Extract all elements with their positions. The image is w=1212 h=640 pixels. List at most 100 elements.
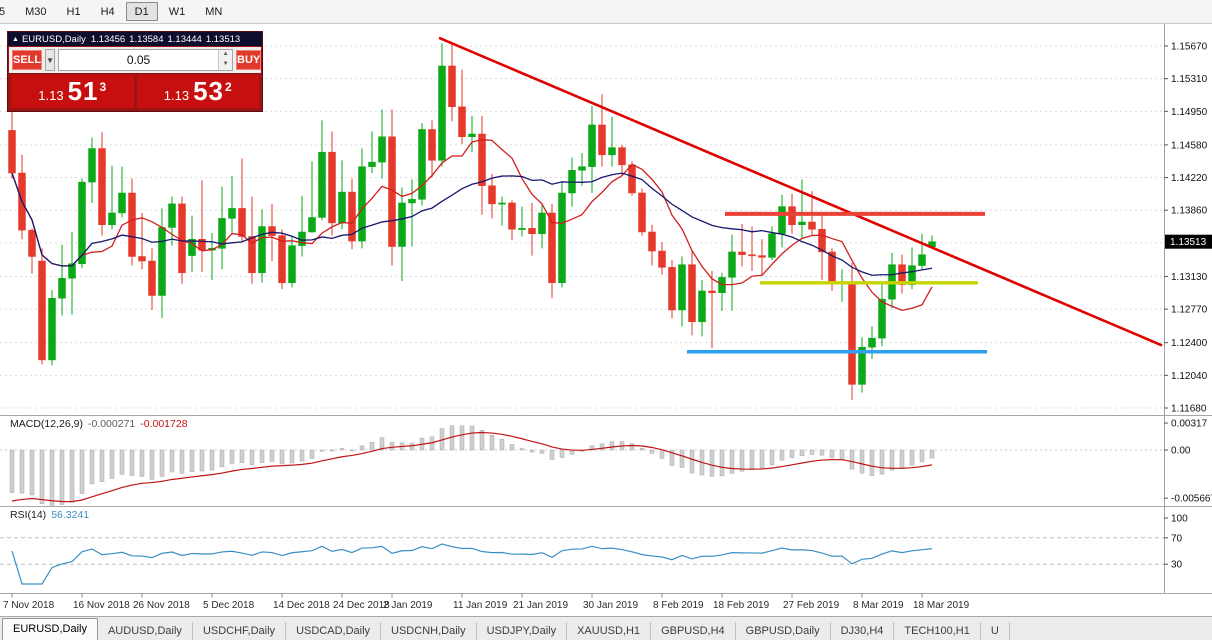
macd-histogram-bar (749, 449, 755, 470)
chart-tab-u[interactable]: U (981, 622, 1010, 640)
volume-stepper[interactable]: ▲ ▼ (218, 50, 233, 70)
rsi-line (11, 543, 933, 585)
bear-candle (758, 255, 766, 258)
volume-dropdown[interactable]: ▼ (45, 49, 56, 71)
date-axis-label[interactable]: 5 Dec 2018 (203, 600, 255, 611)
chart-tab-usdcnh-daily[interactable]: USDCNH,Daily (381, 622, 477, 640)
macd-histogram-bar (479, 430, 485, 451)
collapse-trade-panel-icon[interactable]: ▲ (12, 35, 19, 43)
date-axis-label[interactable]: 27 Feb 2019 (783, 600, 840, 611)
date-axis-label[interactable]: 26 Nov 2018 (133, 600, 190, 611)
macd-histogram-bar (259, 449, 265, 463)
timeframe-button-h1[interactable]: H1 (58, 2, 90, 21)
macd-histogram-bar (859, 449, 865, 474)
bear-candle (848, 281, 856, 385)
macd-histogram-bar (289, 449, 295, 464)
timeframe-button-mn[interactable]: MN (196, 2, 231, 21)
bear-candle (478, 133, 486, 186)
stepper-up-icon[interactable]: ▲ (219, 50, 233, 60)
date-axis-label[interactable]: 24 Dec 2018 (333, 600, 390, 611)
macd-histogram-bar (759, 449, 765, 469)
chart-tab-usdchf-daily[interactable]: USDCHF,Daily (193, 622, 287, 640)
bear-candle (428, 129, 436, 161)
buy-button[interactable]: BUY (236, 50, 262, 70)
macd-histogram-bar (379, 437, 385, 451)
sell-price-display[interactable]: 1.13 51 3 (11, 75, 134, 108)
bull-candle (338, 191, 346, 224)
date-axis-label[interactable]: 11 Jan 2019 (453, 600, 508, 611)
one-click-trading-panel: ▲ EURUSD,Daily 1.13456 1.13584 1.13444 1… (8, 32, 262, 111)
bear-candle (668, 267, 676, 311)
macd-histogram-bar (529, 449, 535, 453)
date-axis-label[interactable]: 8 Feb 2019 (653, 600, 704, 611)
bull-candle (798, 221, 806, 225)
descending-trendline[interactable] (438, 36, 1163, 347)
macd-histogram-bar (489, 434, 495, 451)
date-axis-label[interactable]: 7 Nov 2018 (3, 600, 55, 611)
price-axis-label: 1.15310 (1171, 74, 1208, 85)
bull-candle (698, 290, 706, 323)
chart-tab-audusd-daily[interactable]: AUDUSD,Daily (98, 622, 193, 640)
macd-histogram-bar (9, 449, 15, 493)
rsi-axis-label: 100 (1171, 514, 1188, 525)
ohlc-open: 1.13456 (90, 33, 126, 45)
timeframe-button-w1[interactable]: W1 (160, 2, 195, 21)
timeframe-toolbar: 5M30H1H4D1W1MN (0, 0, 1212, 24)
ma-fast-line (11, 139, 933, 312)
chart-tab-usdjpy-daily[interactable]: USDJPY,Daily (477, 622, 568, 640)
buy-price-display[interactable]: 1.13 53 2 (136, 75, 259, 108)
ma-slow-line (11, 172, 933, 276)
macd-histogram-bar (329, 449, 335, 452)
bear-candle (628, 164, 636, 194)
bull-candle (68, 263, 76, 279)
timeframe-button-5[interactable]: 5 (0, 2, 14, 21)
date-axis-label[interactable]: 16 Nov 2018 (73, 600, 130, 611)
bull-candle (768, 233, 776, 258)
macd-histogram-bar (509, 444, 515, 451)
bull-candle (258, 226, 266, 274)
bull-candle (78, 181, 86, 264)
timeframe-button-d1[interactable]: D1 (125, 2, 158, 21)
macd-histogram-bar (669, 449, 675, 466)
chart-tab-eurusd-daily[interactable]: EURUSD,Daily (2, 618, 98, 640)
date-axis-label[interactable]: 14 Dec 2018 (273, 600, 330, 611)
volume-input[interactable] (59, 52, 219, 68)
macd-histogram-bar (829, 449, 835, 459)
chart-tab-tech100-h1[interactable]: TECH100,H1 (894, 622, 981, 640)
bull-candle (58, 278, 66, 299)
chart-tab-dj30-h4[interactable]: DJ30,H4 (831, 622, 895, 640)
date-axis-label[interactable]: 2 Jan 2019 (383, 600, 433, 611)
bear-candle (248, 236, 256, 274)
stepper-down-icon[interactable]: ▼ (219, 60, 233, 70)
chart-canvas[interactable]: 1.15670 1.15310 1.14950 1.14580 1.14220 1.138… (0, 24, 1212, 616)
timeframe-button-m30[interactable]: M30 (16, 2, 55, 21)
chart-tab-xauusd-h1[interactable]: XAUUSD,H1 (567, 622, 652, 640)
macd-histogram-bar (359, 445, 365, 451)
ohlc-close: 1.13513 (205, 33, 241, 45)
date-axis-label[interactable]: 21 Jan 2019 (513, 600, 568, 611)
macd-histogram-bar (369, 442, 375, 451)
macd-axis-label: 0.00317 (1171, 419, 1208, 430)
date-axis-label[interactable]: 8 Mar 2019 (853, 600, 904, 611)
macd-histogram-bar (229, 449, 235, 464)
date-axis-label[interactable]: 18 Feb 2019 (713, 600, 770, 611)
date-axis-label[interactable]: 18 Mar 2019 (913, 600, 970, 611)
macd-histogram-bar (129, 449, 135, 476)
price-axis-label: 1.12040 (1171, 371, 1208, 382)
date-axis-label[interactable]: 30 Jan 2019 (583, 600, 638, 611)
timeframe-button-h4[interactable]: H4 (92, 2, 124, 21)
macd-signal-value: -0.001728 (140, 418, 188, 430)
bull-candle (858, 346, 866, 385)
macd-histogram-bar (899, 449, 905, 469)
bear-candle (328, 151, 336, 224)
chart-tab-gbpusd-daily[interactable]: GBPUSD,Daily (736, 622, 831, 640)
macd-histogram-bar (349, 449, 355, 452)
chart-tab-usdcad-daily[interactable]: USDCAD,Daily (286, 622, 382, 640)
bull-candle (578, 166, 586, 171)
macd-indicator-label: MACD(12,26,9) -0.000271 -0.001728 (10, 418, 188, 430)
macd-histogram-bar (309, 449, 315, 459)
chart-tab-gbpusd-h4[interactable]: GBPUSD,H4 (651, 622, 736, 640)
sell-button[interactable]: SELL (12, 50, 43, 70)
bull-candle (368, 161, 376, 167)
macd-histogram-bar (909, 449, 915, 466)
